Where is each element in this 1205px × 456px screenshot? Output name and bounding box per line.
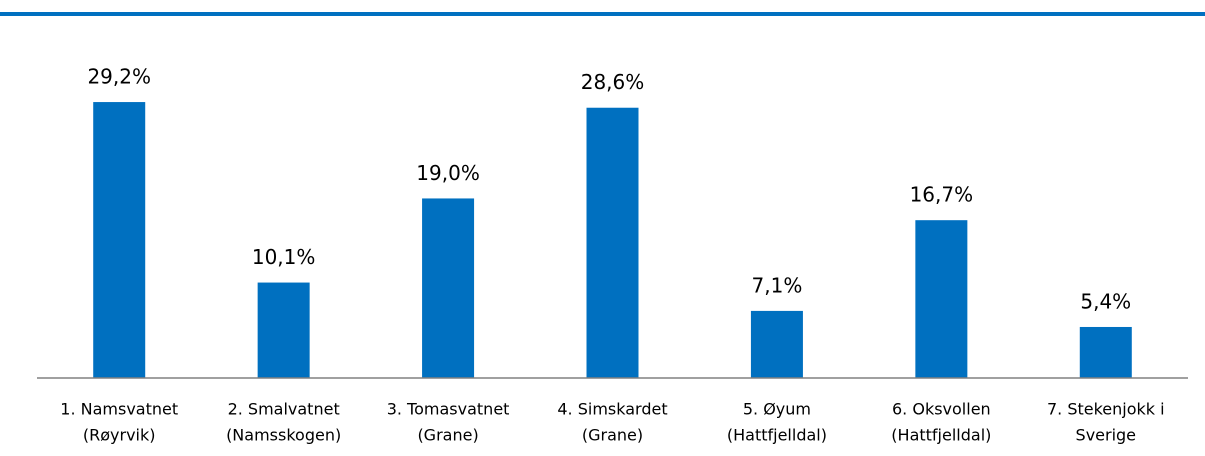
bar — [422, 198, 475, 378]
x-tick-label: Sverige — [1076, 426, 1137, 445]
x-tick-label: 6. Oksvollen — [892, 400, 991, 419]
x-tick-label: 2. Smalvatnet — [228, 400, 340, 419]
data-label: 28,6% — [581, 70, 645, 94]
x-tick-label: (Grane) — [582, 426, 643, 445]
data-label: 7,1% — [752, 273, 803, 297]
header-rule — [0, 12, 1205, 16]
x-tick-label: 7. Stekenjokk i — [1047, 400, 1165, 419]
x-tick-label: 4. Simskardet — [557, 400, 667, 419]
bar — [1079, 326, 1132, 378]
x-tick-label: (Hattfjelldal) — [727, 426, 827, 445]
data-label: 29,2% — [87, 65, 151, 89]
bar — [93, 102, 146, 378]
x-tick-label: 5. Øyum — [743, 400, 811, 419]
data-label: 16,7% — [910, 183, 974, 207]
data-label: 10,1% — [252, 245, 316, 269]
x-tick-label: (Namsskogen) — [226, 426, 341, 445]
data-label: 5,4% — [1080, 289, 1131, 313]
bar — [750, 310, 803, 378]
x-tick-label: (Hattfjelldal) — [891, 426, 991, 445]
x-tick-label: (Grane) — [417, 426, 478, 445]
bar — [915, 220, 968, 378]
bar — [586, 107, 639, 378]
x-tick-label: (Røyrvik) — [83, 426, 156, 445]
data-label: 19,0% — [416, 161, 480, 185]
bar — [257, 282, 310, 378]
x-tick-label: 3. Tomasvatnet — [387, 400, 510, 419]
x-tick-label: 1. Namsvatnet — [60, 400, 178, 419]
